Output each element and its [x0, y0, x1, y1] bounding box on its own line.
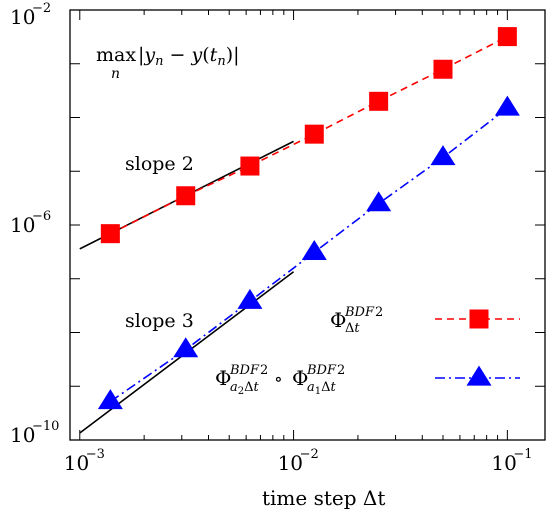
error-quantity-label: max n |yn − y(tn)| — [96, 44, 240, 82]
series-1-marker — [100, 224, 120, 244]
x-tick-label-exponent: −3 — [86, 447, 105, 462]
svg-text:∘: ∘ — [274, 369, 283, 390]
series-2-marker — [237, 288, 263, 309]
legend-marker-1 — [469, 309, 489, 329]
series-1-marker — [497, 27, 517, 47]
x-tick-label-exponent: −2 — [300, 447, 319, 462]
series-2-marker — [301, 239, 327, 260]
svg-text:BDF: BDF — [306, 363, 337, 378]
svg-text:2: 2 — [375, 305, 383, 320]
svg-text:BDF: BDF — [229, 363, 260, 378]
x-tick-label-exponent: −1 — [513, 447, 532, 462]
series-1-marker — [240, 156, 260, 176]
svg-text:2: 2 — [260, 363, 268, 378]
y-tick-label: 10 — [10, 423, 35, 447]
svg-text:n: n — [111, 66, 120, 82]
series-2-marker — [97, 389, 123, 410]
svg-text:a1Δt: a1Δt — [307, 380, 337, 397]
y-tick-label: 10 — [10, 213, 35, 237]
svg-text:Φ: Φ — [292, 366, 308, 390]
svg-text:Φ: Φ — [215, 366, 231, 390]
svg-text:BDF: BDF — [344, 305, 375, 320]
series-1-marker — [176, 186, 196, 206]
series-2-marker — [173, 337, 199, 358]
slope-3-label: slope 3 — [125, 310, 194, 332]
slope-2-label: slope 2 — [125, 153, 194, 175]
svg-text:Φ: Φ — [330, 308, 346, 332]
series-2-marker — [366, 191, 392, 212]
legend-entry-bdf2: Φ BDF 2 Δt — [330, 305, 383, 336]
svg-text:max: max — [96, 44, 136, 66]
svg-text:a2Δt: a2Δt — [230, 380, 260, 397]
legend-samples — [435, 309, 520, 386]
svg-text:2: 2 — [337, 363, 345, 378]
y-tick-label-exponent: −2 — [32, 1, 51, 16]
x-tick-label: 10 — [64, 451, 89, 475]
series-1-marker — [304, 124, 324, 144]
legend-marker-2 — [466, 365, 492, 386]
series-1-marker — [433, 59, 453, 79]
x-tick-label: 10 — [278, 451, 303, 475]
svg-text:Δt: Δt — [345, 321, 360, 336]
legend-entry-composed-bdf2: Φ BDF 2 a2Δt ∘ Φ BDF 2 a1Δt — [215, 363, 345, 397]
series-2-marker — [430, 145, 456, 166]
series-markers — [97, 27, 520, 410]
series-1-marker — [369, 91, 389, 111]
y-tick-label-exponent: −6 — [32, 209, 51, 224]
svg-text:|yn − y(tn)|: |yn − y(tn)| — [138, 44, 240, 69]
x-axis-label: time step Δt — [262, 486, 385, 510]
x-tick-label: 10 — [491, 451, 516, 475]
svg-text:time step Δt: time step Δt — [262, 486, 385, 510]
reference-lines — [79, 140, 295, 434]
series-lines — [109, 35, 508, 403]
series-2-marker — [494, 95, 520, 116]
y-tick-label-exponent: −10 — [32, 419, 59, 434]
y-tick-label: 10 — [10, 5, 35, 29]
